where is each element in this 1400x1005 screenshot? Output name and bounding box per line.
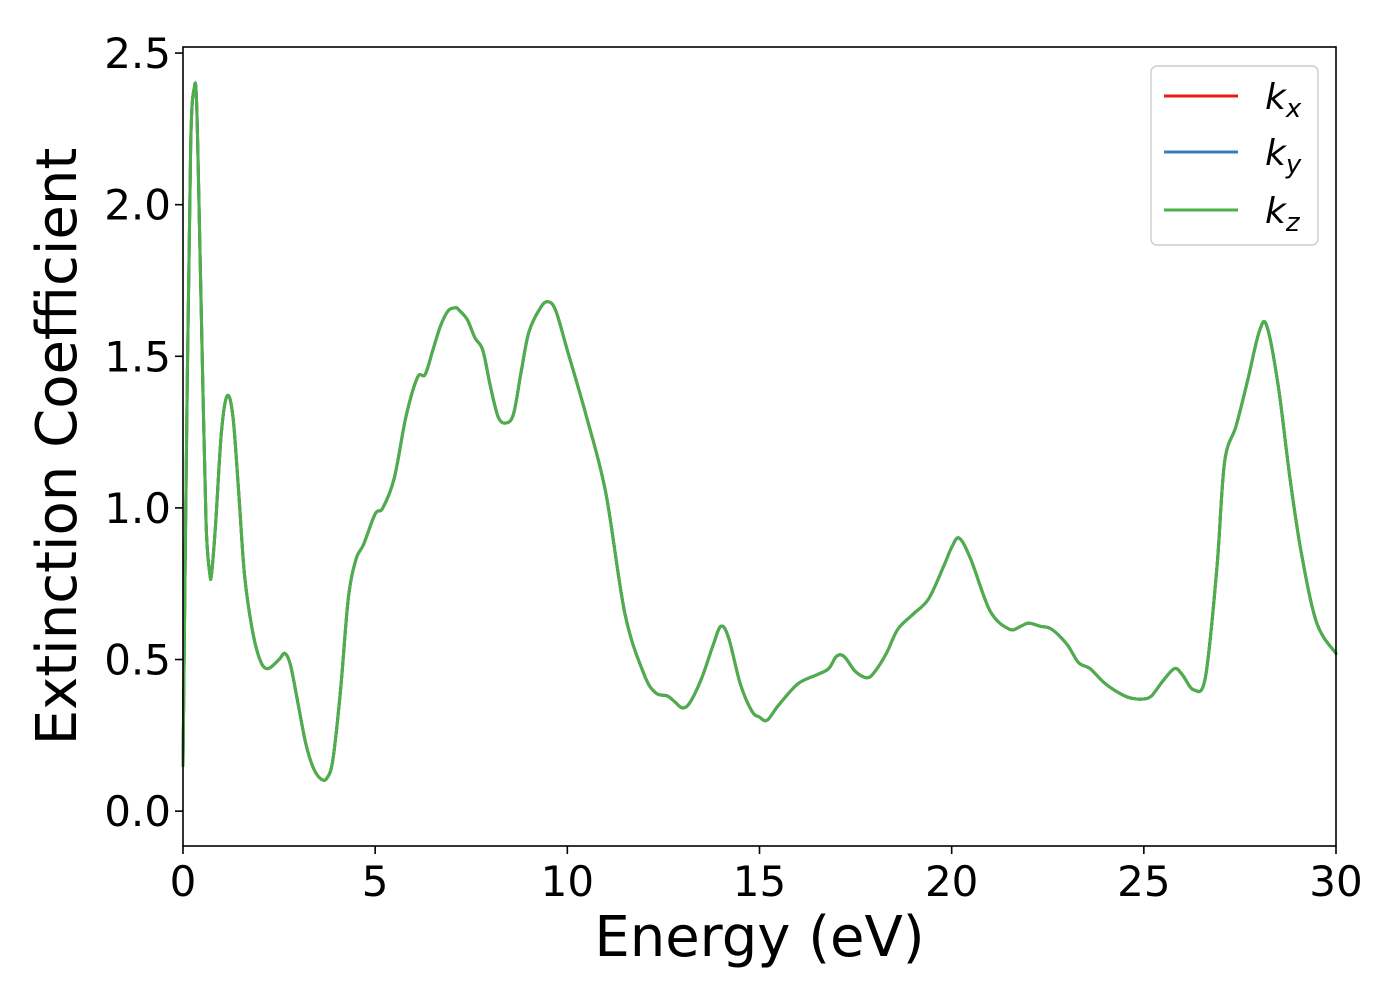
x-tick-label: 5 [362,857,389,906]
y-axis-title: Extinction Coefficient [25,148,90,746]
x-tick-label: 30 [1309,857,1362,906]
y-tick-label: 0.0 [104,787,171,836]
legend: kx ky kz [1150,65,1319,246]
y-tick-label: 2.5 [104,29,171,78]
y-tick-label: 1.5 [104,332,171,381]
y-tick-label: 1.0 [104,484,171,533]
legend-box [1150,65,1319,246]
series-layer [181,81,1338,782]
y-tick-label: 0.5 [104,636,171,685]
ticks-layer: 0 5 10 15 20 25 30 0.0 0.5 1.0 1.5 2.0 2.5 [104,29,1363,906]
legend-label-kx: kx [1265,77,1302,124]
x-tick-label: 10 [541,857,594,906]
series-line-kz [181,81,1338,782]
x-axis-title: Energy (eV) [594,905,924,970]
x-tick-label: 0 [170,857,197,906]
x-tick-label: 20 [925,857,978,906]
x-tick-label: 15 [733,857,786,906]
plot-frame [182,46,1337,847]
y-tick-label: 2.0 [104,181,171,230]
x-tick-label: 25 [1117,857,1170,906]
